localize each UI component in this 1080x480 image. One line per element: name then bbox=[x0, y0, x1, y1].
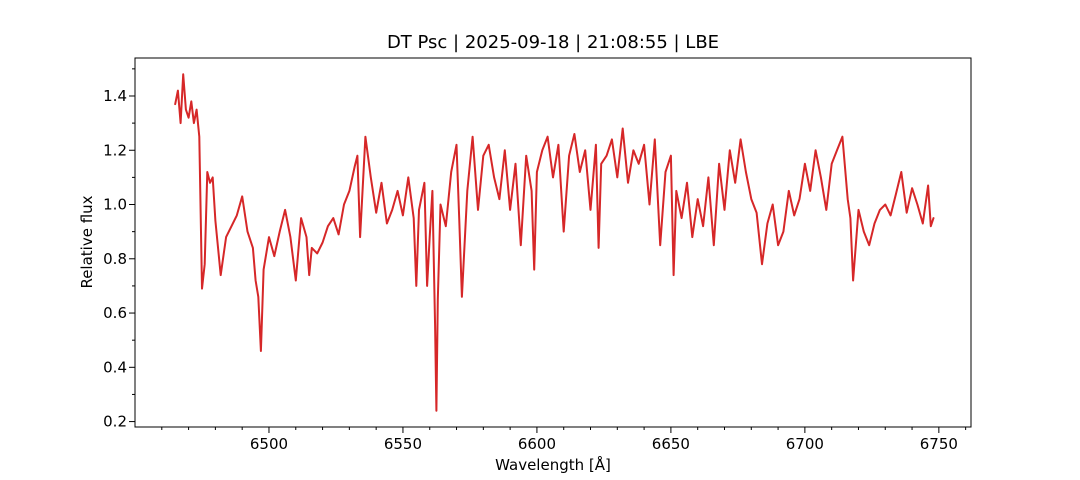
x-tick-label: 6750 bbox=[920, 435, 958, 453]
x-tick-label: 6600 bbox=[518, 435, 556, 453]
spectrum-series-line bbox=[174, 73, 935, 412]
y-tick-label: 1.2 bbox=[103, 141, 127, 159]
y-axis-label: Relative flux bbox=[78, 195, 96, 288]
y-tick-label: 1.4 bbox=[103, 87, 127, 105]
series-layer bbox=[174, 73, 935, 412]
y-tick-label: 0.2 bbox=[103, 413, 127, 431]
y-tick-label: 0.6 bbox=[103, 304, 127, 322]
axis-ticks: 6500 6550 6600 6650 6700 6750 0.2 0.4 0.6 0.8 1.0 1… bbox=[103, 68, 967, 453]
x-tick-label: 6700 bbox=[786, 435, 824, 453]
plot-frame bbox=[134, 57, 972, 428]
x-tick-label: 6550 bbox=[384, 435, 422, 453]
y-tick-label: 1.0 bbox=[103, 196, 127, 214]
y-tick-label: 0.4 bbox=[103, 358, 127, 376]
y-tick-label: 0.8 bbox=[103, 250, 127, 268]
chart-title: DT Psc | 2025-09-18 | 21:08:55 | LBE bbox=[387, 32, 719, 53]
x-tick-label: 6500 bbox=[250, 435, 288, 453]
x-tick-label: 6650 bbox=[652, 435, 690, 453]
x-axis-label: Wavelength [Å] bbox=[495, 455, 611, 474]
